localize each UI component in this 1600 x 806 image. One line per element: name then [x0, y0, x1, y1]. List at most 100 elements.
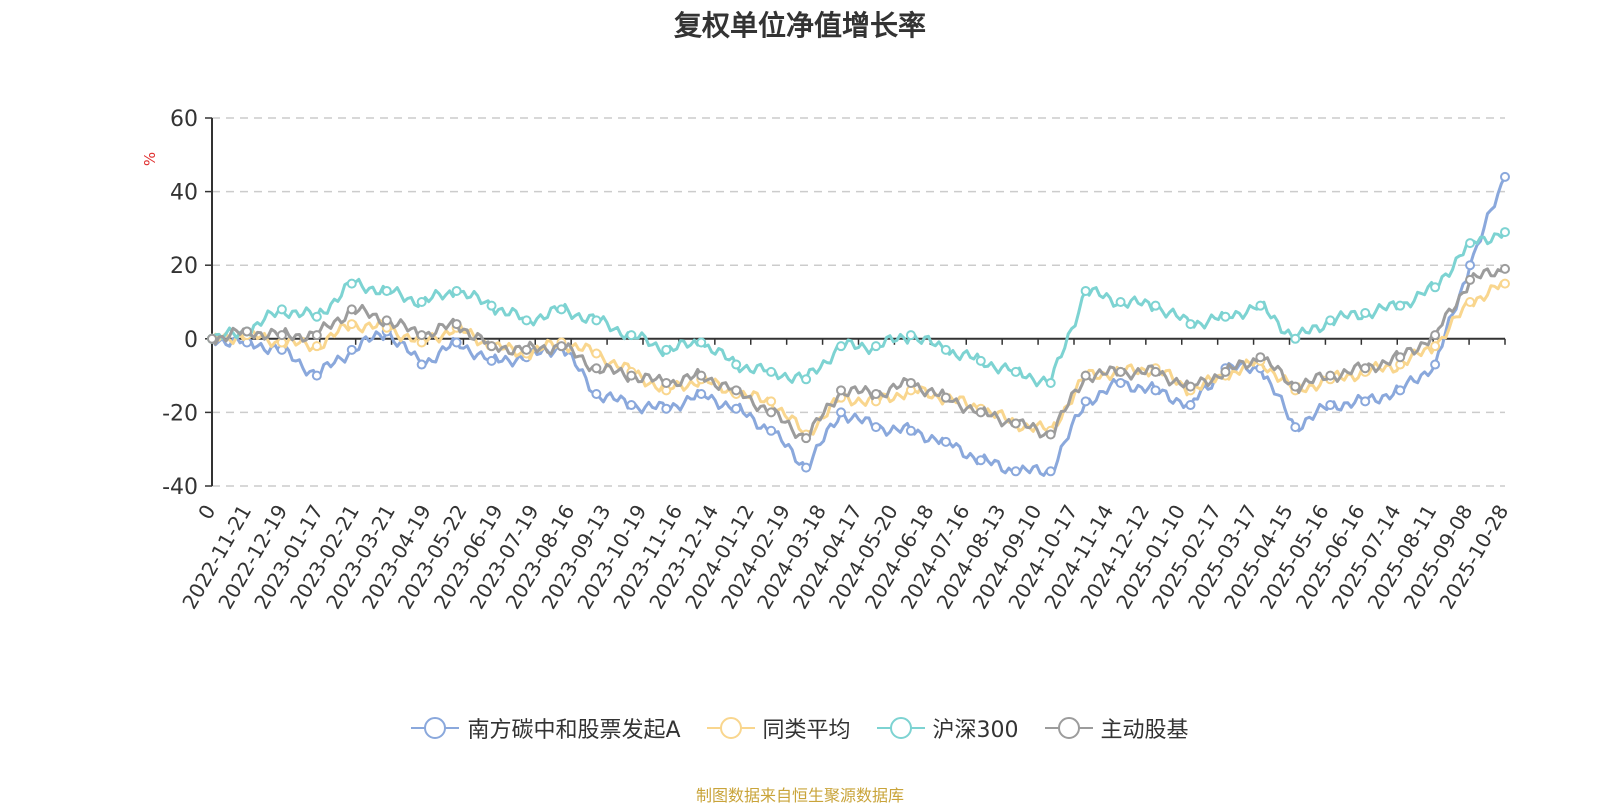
x-axis	[211, 118, 1505, 486]
legend-item[interactable]: 南方碳中和股票发起A	[411, 712, 681, 744]
data-point	[1255, 352, 1266, 363]
data-point	[696, 389, 707, 399]
data-point	[1290, 381, 1301, 392]
grid-lines	[212, 117, 1505, 487]
data-point	[311, 341, 322, 352]
data-point	[416, 359, 427, 370]
data-point	[346, 344, 357, 355]
data-point	[1325, 370, 1336, 381]
data-point	[626, 370, 637, 381]
data-point	[905, 377, 916, 388]
data-point	[1500, 278, 1510, 289]
data-point	[486, 355, 497, 366]
data-point	[591, 348, 602, 359]
series-line	[210, 267, 1506, 440]
data-point	[975, 407, 986, 418]
data-point	[1010, 366, 1021, 377]
data-point	[556, 304, 567, 315]
data-point	[591, 389, 602, 399]
data-point	[905, 330, 916, 341]
data-point	[1395, 385, 1406, 396]
data-point	[1080, 370, 1091, 381]
data-point	[766, 407, 777, 418]
data-point	[766, 396, 777, 407]
data-point	[836, 407, 847, 418]
data-point	[451, 319, 462, 330]
data-point	[1010, 466, 1021, 477]
legend-marker-icon	[706, 715, 755, 741]
data-point	[731, 385, 742, 396]
y-tick-label: -40	[162, 475, 198, 500]
data-point	[311, 370, 322, 381]
data-point	[1430, 341, 1441, 352]
series-line	[210, 280, 1506, 436]
y-axis-ticks: 60 40 20 0 -20 -40	[162, 107, 212, 500]
data-point	[905, 425, 916, 436]
data-point	[1430, 359, 1441, 370]
data-point	[836, 341, 847, 352]
data-point	[1220, 311, 1231, 322]
data-point	[626, 400, 637, 411]
data-point	[1185, 319, 1196, 330]
data-point	[801, 433, 812, 444]
chart-title: 复权单位净值增长率	[673, 9, 926, 42]
data-point	[870, 422, 881, 433]
data-point	[276, 330, 287, 341]
data-point	[870, 389, 881, 399]
data-point	[1465, 260, 1476, 271]
data-point	[346, 304, 357, 315]
data-point	[451, 285, 462, 296]
data-point	[1185, 400, 1196, 411]
data-point	[801, 374, 812, 385]
legend-label: 主动股基	[1100, 718, 1189, 743]
data-point	[696, 337, 707, 348]
data-point	[1430, 282, 1441, 293]
data-point	[381, 285, 392, 296]
legend-item[interactable]: 主动股基	[1044, 712, 1189, 744]
data-point	[1115, 377, 1126, 388]
data-point	[416, 297, 427, 307]
data-point	[766, 425, 777, 436]
data-point	[870, 341, 881, 352]
legend: 南方碳中和股票发起A 同类平均 沪深300 主动股基	[0, 712, 1600, 744]
data-point	[1045, 466, 1056, 477]
data-point	[731, 359, 742, 370]
data-point	[940, 436, 951, 447]
data-point	[521, 315, 532, 326]
data-point	[1500, 171, 1510, 182]
data-point	[1150, 366, 1161, 377]
data-point	[416, 330, 427, 341]
series-lines	[207, 171, 1510, 477]
data-point	[661, 403, 672, 414]
y-tick-label: 40	[170, 181, 198, 206]
legend-label: 同类平均	[762, 718, 851, 743]
data-point	[311, 311, 322, 322]
data-point	[1080, 396, 1091, 407]
data-point	[1220, 366, 1231, 377]
data-point	[276, 304, 287, 315]
data-point	[1115, 297, 1126, 307]
y-tick-label: 60	[170, 107, 198, 132]
data-point	[1500, 227, 1510, 238]
data-point	[1290, 422, 1301, 433]
data-point	[836, 385, 847, 396]
legend-marker-icon	[1044, 715, 1093, 741]
legend-label: 南方碳中和股票发起A	[467, 718, 681, 743]
legend-item[interactable]: 沪深300	[876, 712, 1019, 744]
data-point	[1150, 300, 1161, 311]
data-point	[556, 341, 567, 352]
data-point	[1010, 418, 1021, 429]
data-point	[1360, 396, 1371, 407]
data-point	[626, 330, 637, 341]
data-point	[1255, 300, 1266, 311]
legend-item[interactable]: 同类平均	[706, 712, 851, 744]
data-point	[521, 344, 532, 355]
data-point	[486, 300, 497, 311]
data-point	[1045, 377, 1056, 388]
data-point	[1185, 381, 1196, 392]
data-point	[1115, 366, 1126, 377]
data-point	[1395, 300, 1406, 311]
y-tick-label: -20	[162, 401, 198, 426]
data-point	[1500, 263, 1510, 274]
